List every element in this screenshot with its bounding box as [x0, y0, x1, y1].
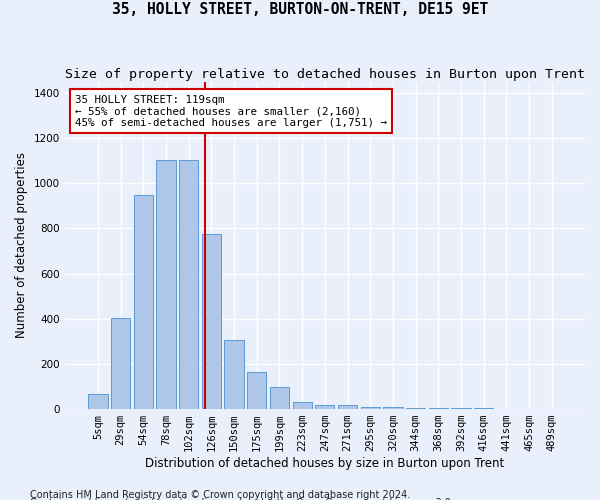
Bar: [111, 318, 130, 409]
Bar: [293, 402, 312, 409]
Bar: [88, 394, 107, 409]
Bar: [202, 234, 221, 409]
Bar: [224, 340, 244, 409]
Bar: [383, 407, 403, 409]
Bar: [406, 408, 425, 409]
Bar: [270, 386, 289, 409]
Text: 35 HOLLY STREET: 119sqm
← 55% of detached houses are smaller (2,160)
45% of semi: 35 HOLLY STREET: 119sqm ← 55% of detache…: [75, 95, 387, 128]
Text: Contains public sector information licensed under the Open Government Licence v3: Contains public sector information licen…: [30, 498, 454, 500]
Text: Contains HM Land Registry data © Crown copyright and database right 2024.: Contains HM Land Registry data © Crown c…: [30, 490, 410, 500]
Bar: [338, 405, 357, 409]
Title: Size of property relative to detached houses in Burton upon Trent: Size of property relative to detached ho…: [65, 68, 585, 80]
X-axis label: Distribution of detached houses by size in Burton upon Trent: Distribution of detached houses by size …: [145, 457, 505, 470]
Bar: [157, 160, 176, 409]
Bar: [134, 194, 153, 409]
Bar: [315, 405, 334, 409]
Bar: [179, 160, 199, 409]
Text: 35, HOLLY STREET, BURTON-ON-TRENT, DE15 9ET: 35, HOLLY STREET, BURTON-ON-TRENT, DE15 …: [112, 2, 488, 18]
Bar: [361, 407, 380, 409]
Bar: [474, 408, 493, 409]
Bar: [451, 408, 470, 409]
Bar: [247, 372, 266, 409]
Y-axis label: Number of detached properties: Number of detached properties: [15, 152, 28, 338]
Bar: [428, 408, 448, 409]
